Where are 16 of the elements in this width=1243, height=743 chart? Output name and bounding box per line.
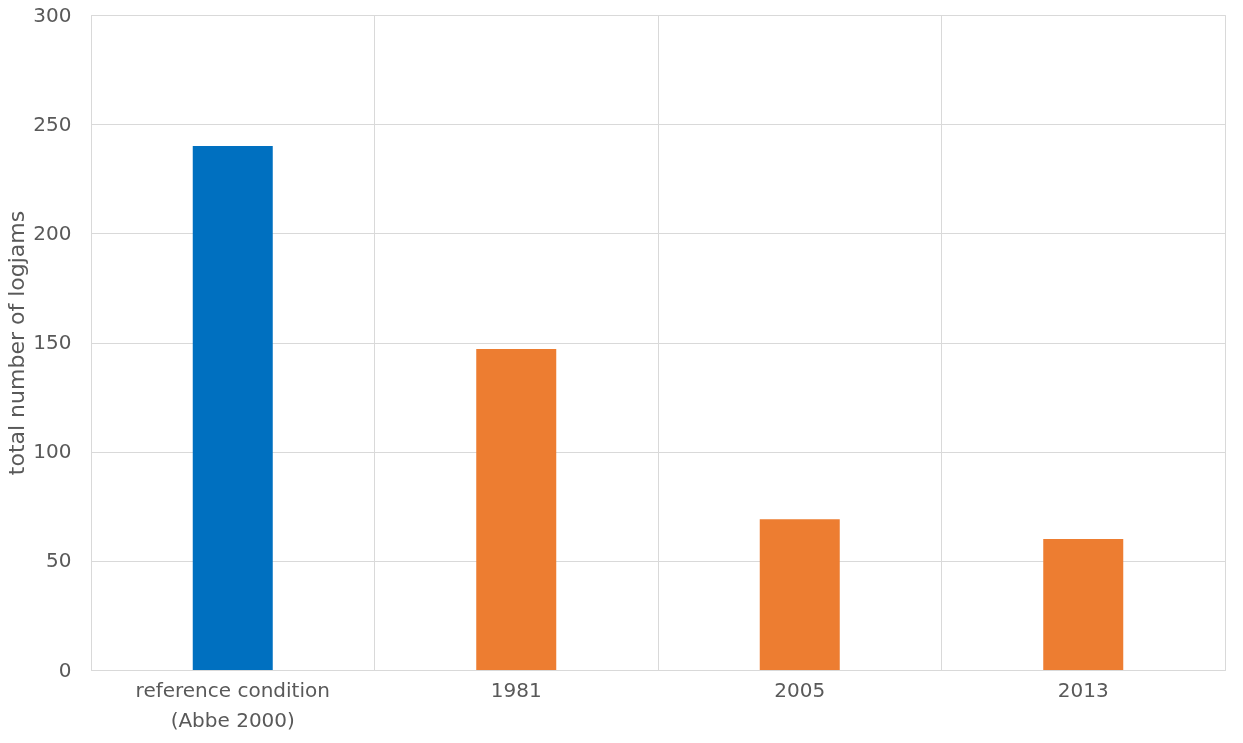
x-tick-label: 2013 xyxy=(1057,677,1109,702)
x-tick-label: reference condition (Abbe 2000) xyxy=(135,677,330,732)
y-tick-label: 150 xyxy=(33,330,72,354)
y-tick-label: 300 xyxy=(33,2,72,27)
bar xyxy=(1043,539,1124,670)
y-tick-label: 200 xyxy=(33,220,72,245)
bar xyxy=(759,519,840,670)
bar xyxy=(192,146,273,670)
y-axis-title: total number of logjams xyxy=(4,210,30,476)
y-tick-label: 0 xyxy=(58,657,72,682)
y-tick-label: 250 xyxy=(33,111,72,136)
y-tick-label: 50 xyxy=(46,548,72,573)
x-tick-label: 1981 xyxy=(490,677,542,702)
y-tick-label: 100 xyxy=(33,439,72,464)
bar xyxy=(476,349,557,670)
x-tick-label: 2005 xyxy=(774,677,826,702)
